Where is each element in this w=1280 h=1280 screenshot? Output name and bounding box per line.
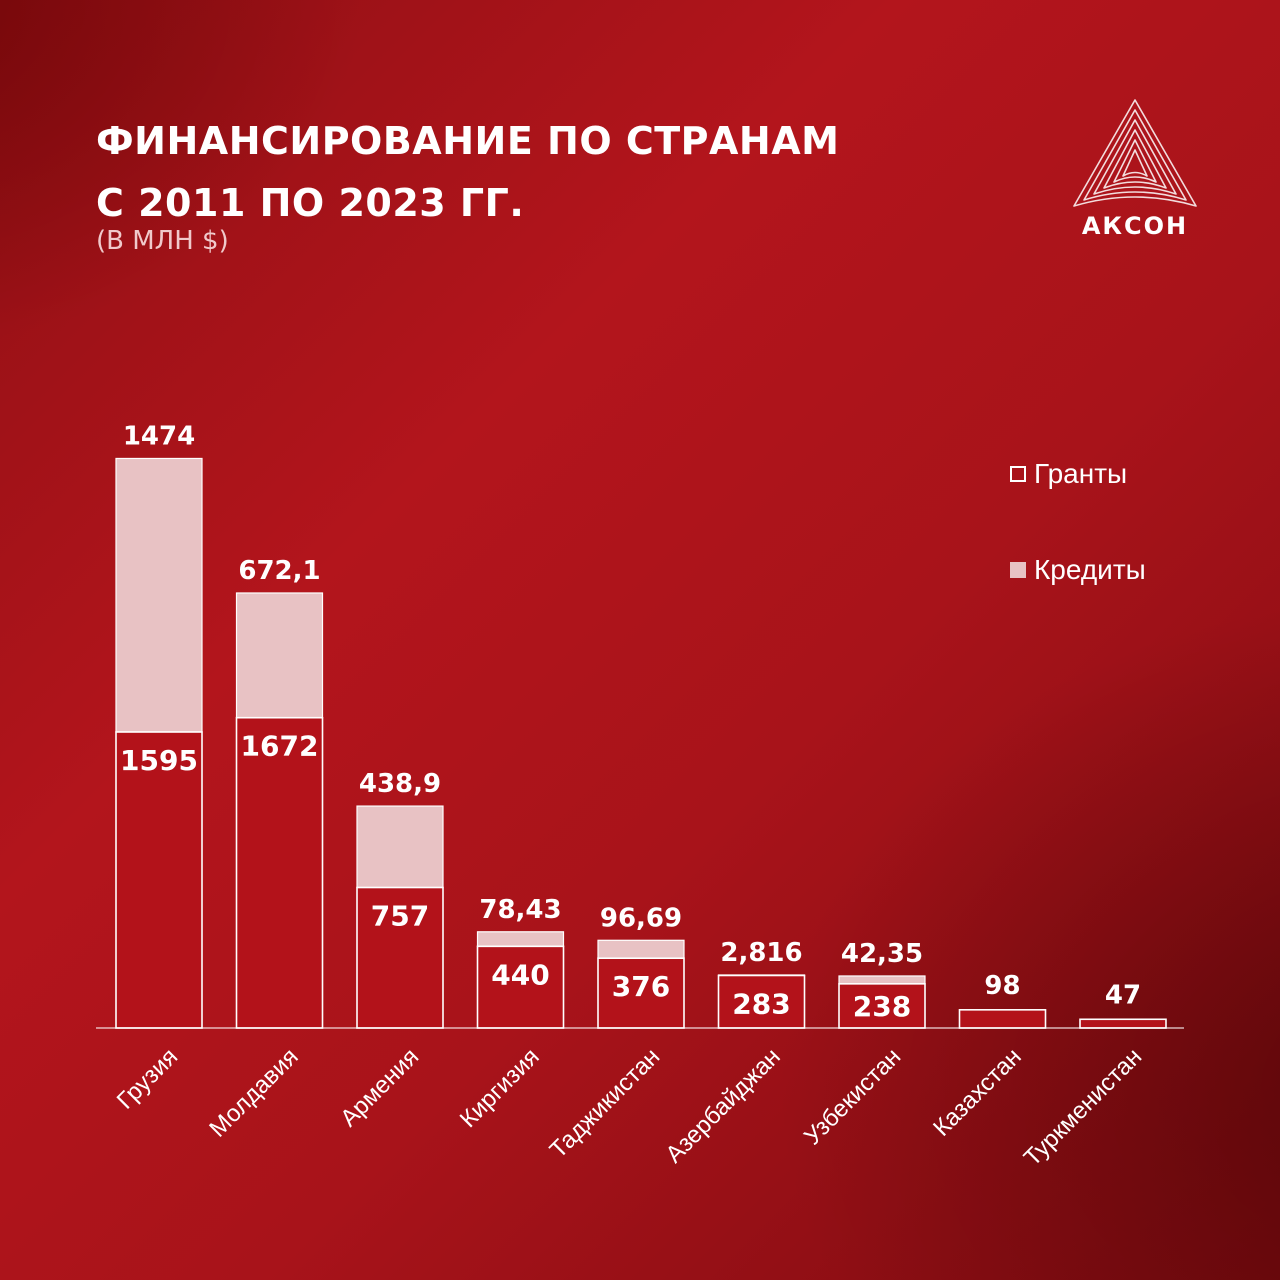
legend-item-credits: Кредиты — [1010, 554, 1146, 586]
bar-credits-0 — [115, 457, 203, 733]
title-line-2: С 2011 ПО 2023 ГГ. — [96, 181, 525, 225]
bar-value-label: 98 — [984, 971, 1020, 1001]
bar-value-label: 438,9 — [359, 769, 441, 799]
category-label: Грузия — [112, 1043, 184, 1115]
bar-value-label: 47 — [1105, 980, 1141, 1010]
bar-value-label: 42,35 — [841, 939, 923, 969]
legend-grants-label: Гранты — [1034, 458, 1128, 489]
bar-credits-1 — [235, 592, 324, 719]
bar-grants-3 — [476, 945, 565, 1029]
bar-grants-0 — [115, 731, 203, 1029]
bar-grants-1 — [235, 716, 324, 1029]
bar-value-label: 440 — [491, 958, 549, 991]
category-label: Азербайджан — [661, 1043, 786, 1168]
bar-credits-2 — [356, 805, 444, 889]
bar-value-label: 2,816 — [720, 938, 802, 968]
bar-value-label: 96,69 — [600, 903, 682, 933]
akson-logo-icon — [1073, 99, 1197, 207]
legend-grants-swatch-icon — [1010, 466, 1026, 482]
chart-subtitle: (В МЛН $) — [96, 226, 229, 256]
legend-credits-label: Кредиты — [1034, 554, 1146, 585]
bar-value-label: 283 — [732, 987, 790, 1020]
bar-grants-4 — [597, 957, 685, 1029]
bar-grants-8 — [1079, 1018, 1167, 1029]
bar-value-label: 238 — [853, 990, 911, 1023]
bar-value-label: 78,43 — [479, 895, 561, 925]
bar-value-label: 1595 — [120, 744, 198, 777]
bar-value-label: 1672 — [241, 730, 319, 763]
legend-item-grants: Гранты — [1010, 458, 1127, 490]
category-label: Таджикистан — [545, 1043, 666, 1164]
category-label: Туркменистан — [1019, 1043, 1148, 1172]
bar-credits-4 — [597, 939, 685, 959]
logo-text: АКСОН — [1081, 212, 1189, 240]
category-label: Узбекистан — [799, 1043, 906, 1150]
bar-value-label: 376 — [612, 970, 670, 1003]
title-line-1: ФИНАНСИРОВАНИЕ ПО СТРАНАМ — [96, 119, 840, 163]
chart-title: ФИНАНСИРОВАНИЕ ПО СТРАНАМ С 2011 ПО 2023… — [96, 110, 839, 234]
bar-grants-5 — [717, 974, 806, 1029]
bar-value-label: 672,1 — [238, 556, 320, 586]
category-label: Казахстан — [928, 1043, 1027, 1142]
category-label: Киргизия — [455, 1043, 545, 1133]
legend-credits-swatch-icon — [1010, 562, 1026, 578]
category-label: Армения — [335, 1043, 424, 1132]
bar-grants-2 — [356, 886, 444, 1029]
bar-grants-7 — [958, 1009, 1047, 1029]
category-label: Молдавия — [204, 1043, 303, 1142]
bar-grants-6 — [838, 983, 926, 1029]
bar-credits-6 — [838, 975, 926, 985]
bar-value-label: 757 — [371, 900, 429, 933]
bar-value-label: 1474 — [123, 421, 195, 451]
bar-credits-3 — [476, 931, 565, 947]
